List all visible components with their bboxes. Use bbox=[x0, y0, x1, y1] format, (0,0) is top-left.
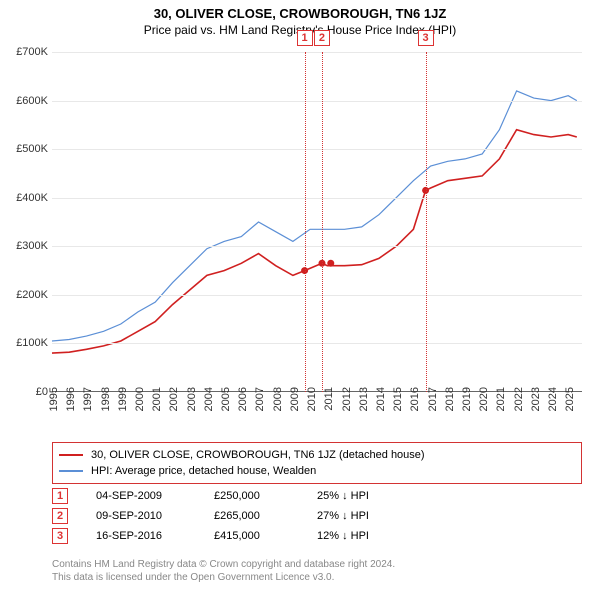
x-tick-label: 2016 bbox=[409, 387, 421, 411]
event-date: 16-SEP-2016 bbox=[96, 530, 186, 542]
series-dot bbox=[318, 260, 325, 267]
x-tick-label: 2011 bbox=[323, 387, 335, 411]
x-tick-label: 1996 bbox=[65, 387, 77, 411]
x-tick-label: 1997 bbox=[82, 387, 94, 411]
event-row: 3 16-SEP-2016 £415,000 12% ↓ HPI bbox=[52, 526, 582, 546]
gridline bbox=[52, 295, 582, 296]
x-tick-label: 2012 bbox=[341, 387, 353, 411]
y-tick-label: £0 bbox=[4, 386, 48, 398]
x-tick-label: 1999 bbox=[117, 387, 129, 411]
y-tick-label: £400K bbox=[4, 192, 48, 204]
attribution-line-2: This data is licensed under the Open Gov… bbox=[52, 572, 582, 585]
y-tick-label: £500K bbox=[4, 143, 48, 155]
chart-marker-label: 3 bbox=[418, 30, 434, 46]
x-tick-label: 2004 bbox=[203, 387, 215, 411]
x-tick-label: 2024 bbox=[547, 387, 559, 411]
chart-marker-label: 1 bbox=[297, 30, 313, 46]
x-tick-label: 2013 bbox=[358, 387, 370, 411]
legend-swatch bbox=[59, 470, 83, 472]
legend-swatch bbox=[59, 454, 83, 456]
y-tick-label: £200K bbox=[4, 289, 48, 301]
legend-label: HPI: Average price, detached house, Weal… bbox=[91, 465, 316, 477]
series-line-hpi bbox=[52, 91, 577, 341]
attribution: Contains HM Land Registry data © Crown c… bbox=[52, 559, 582, 584]
event-price: £250,000 bbox=[214, 490, 289, 502]
legend-item: HPI: Average price, detached house, Weal… bbox=[59, 463, 575, 479]
x-tick-label: 2001 bbox=[151, 387, 163, 411]
y-tick-label: £300K bbox=[4, 240, 48, 252]
x-tick-label: 2005 bbox=[220, 387, 232, 411]
event-date: 04-SEP-2009 bbox=[96, 490, 186, 502]
x-tick-label: 2019 bbox=[461, 387, 473, 411]
event-price: £265,000 bbox=[214, 510, 289, 522]
x-tick-label: 2018 bbox=[444, 387, 456, 411]
x-tick-label: 2000 bbox=[134, 387, 146, 411]
event-marker: 2 bbox=[52, 508, 68, 524]
x-tick-label: 2025 bbox=[564, 387, 576, 411]
gridline bbox=[52, 343, 582, 344]
series-dot bbox=[301, 267, 308, 274]
event-row: 1 04-SEP-2009 £250,000 25% ↓ HPI bbox=[52, 486, 582, 506]
event-marker: 3 bbox=[52, 528, 68, 544]
x-tick-label: 2020 bbox=[478, 387, 490, 411]
x-tick-label: 1995 bbox=[48, 387, 60, 411]
event-delta: 12% ↓ HPI bbox=[317, 530, 397, 542]
legend-label: 30, OLIVER CLOSE, CROWBOROUGH, TN6 1JZ (… bbox=[91, 449, 425, 461]
x-tick-label: 2021 bbox=[495, 387, 507, 411]
x-tick-label: 2014 bbox=[375, 387, 387, 411]
series-dot bbox=[422, 187, 429, 194]
gridline bbox=[52, 52, 582, 53]
x-tick-label: 1998 bbox=[100, 387, 112, 411]
chart-svg bbox=[52, 52, 582, 392]
events-table: 1 04-SEP-2009 £250,000 25% ↓ HPI 2 09-SEP-201… bbox=[52, 486, 582, 546]
series-line-property_price bbox=[52, 130, 577, 353]
gridline bbox=[52, 198, 582, 199]
x-tick-label: 2015 bbox=[392, 387, 404, 411]
series-dot bbox=[327, 260, 334, 267]
x-tick-label: 2003 bbox=[186, 387, 198, 411]
gridline bbox=[52, 149, 582, 150]
event-delta: 25% ↓ HPI bbox=[317, 490, 397, 502]
y-tick-label: £700K bbox=[4, 46, 48, 58]
chart-marker-label: 2 bbox=[314, 30, 330, 46]
chart: £0£100K£200K£300K£400K£500K£600K£700K199… bbox=[52, 52, 582, 392]
event-date: 09-SEP-2010 bbox=[96, 510, 186, 522]
event-price: £415,000 bbox=[214, 530, 289, 542]
x-tick-label: 2023 bbox=[530, 387, 542, 411]
page-title: 30, OLIVER CLOSE, CROWBOROUGH, TN6 1JZ bbox=[0, 0, 600, 21]
legend-box: 30, OLIVER CLOSE, CROWBOROUGH, TN6 1JZ (… bbox=[52, 442, 582, 484]
x-tick-label: 2008 bbox=[272, 387, 284, 411]
y-tick-label: £100K bbox=[4, 337, 48, 349]
x-tick-label: 2010 bbox=[306, 387, 318, 411]
x-tick-label: 2007 bbox=[254, 387, 266, 411]
gridline bbox=[52, 101, 582, 102]
x-tick-label: 2002 bbox=[168, 387, 180, 411]
gridline bbox=[52, 246, 582, 247]
event-delta: 27% ↓ HPI bbox=[317, 510, 397, 522]
attribution-line-1: Contains HM Land Registry data © Crown c… bbox=[52, 559, 582, 572]
x-tick-label: 2017 bbox=[427, 387, 439, 411]
x-tick-label: 2006 bbox=[237, 387, 249, 411]
event-row: 2 09-SEP-2010 £265,000 27% ↓ HPI bbox=[52, 506, 582, 526]
x-tick-label: 2022 bbox=[513, 387, 525, 411]
x-tick-label: 2009 bbox=[289, 387, 301, 411]
y-tick-label: £600K bbox=[4, 95, 48, 107]
event-marker: 1 bbox=[52, 488, 68, 504]
legend-item: 30, OLIVER CLOSE, CROWBOROUGH, TN6 1JZ (… bbox=[59, 447, 575, 463]
